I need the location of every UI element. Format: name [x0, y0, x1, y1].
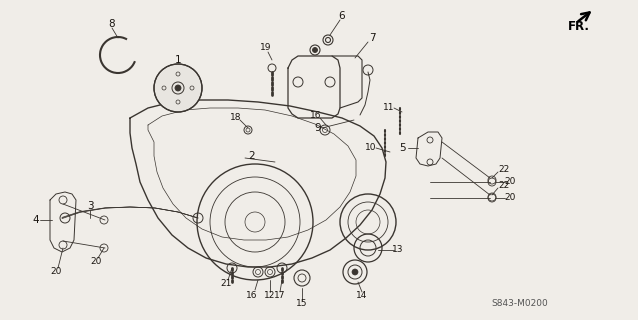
Text: S843-M0200: S843-M0200 — [492, 300, 549, 308]
Text: 2: 2 — [249, 151, 255, 161]
Text: 1: 1 — [175, 55, 181, 65]
Text: FR.: FR. — [568, 20, 590, 34]
Text: 10: 10 — [365, 143, 377, 153]
Circle shape — [313, 47, 318, 52]
Text: 19: 19 — [260, 44, 272, 52]
Text: 22: 22 — [498, 181, 510, 190]
Text: 16: 16 — [246, 292, 258, 300]
Text: 9: 9 — [315, 123, 322, 133]
Text: 20: 20 — [50, 268, 62, 276]
Circle shape — [154, 64, 202, 112]
Text: 7: 7 — [369, 33, 375, 43]
Text: 22: 22 — [498, 165, 510, 174]
Text: 16: 16 — [310, 110, 322, 119]
Text: 20: 20 — [504, 194, 516, 203]
Text: 18: 18 — [230, 113, 242, 122]
Text: 15: 15 — [296, 300, 308, 308]
Text: 20: 20 — [504, 178, 516, 187]
Text: 20: 20 — [91, 258, 101, 267]
Text: 11: 11 — [383, 103, 395, 113]
Text: 12: 12 — [264, 292, 276, 300]
Text: 14: 14 — [356, 292, 367, 300]
Text: 6: 6 — [339, 11, 345, 21]
Text: 13: 13 — [392, 245, 404, 254]
Circle shape — [352, 269, 358, 275]
Circle shape — [175, 85, 181, 91]
Text: 17: 17 — [274, 292, 286, 300]
Text: 4: 4 — [33, 215, 40, 225]
Text: 3: 3 — [87, 201, 93, 211]
Text: 8: 8 — [108, 19, 115, 29]
Text: 21: 21 — [220, 279, 232, 289]
Text: 5: 5 — [399, 143, 405, 153]
